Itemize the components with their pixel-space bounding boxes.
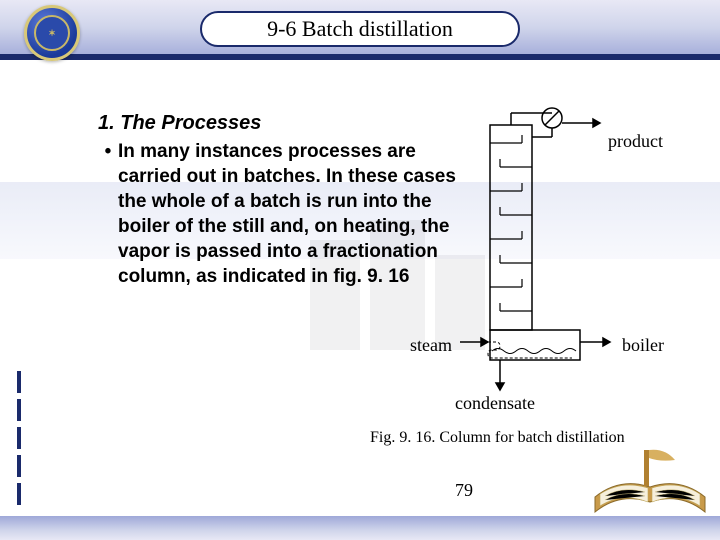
bullet-marker: • xyxy=(98,139,118,164)
content-block: 1. The Processes • In many instances pro… xyxy=(98,112,458,289)
book-decoration xyxy=(590,442,710,522)
bullet-item: • In many instances processes are carrie… xyxy=(98,139,458,289)
university-logo: ✶ xyxy=(24,5,80,61)
label-steam: steam xyxy=(410,335,452,356)
slide-title-text: 9-6 Batch distillation xyxy=(267,16,453,42)
logo-inner: ✶ xyxy=(34,15,70,51)
body-paragraph: In many instances processes are carried … xyxy=(118,139,458,289)
label-condensate: condensate xyxy=(455,393,535,414)
page-number: 79 xyxy=(455,480,473,501)
footer-gradient xyxy=(0,516,720,540)
figure-caption: Fig. 9. 16. Column for batch distillatio… xyxy=(370,429,625,447)
label-boiler: boiler xyxy=(622,335,664,356)
label-product: product xyxy=(608,131,663,152)
header-rule xyxy=(0,54,720,60)
section-heading: 1. The Processes xyxy=(98,112,458,135)
slide-title: 9-6 Batch distillation xyxy=(200,11,520,47)
left-accent-dashes xyxy=(14,365,24,510)
